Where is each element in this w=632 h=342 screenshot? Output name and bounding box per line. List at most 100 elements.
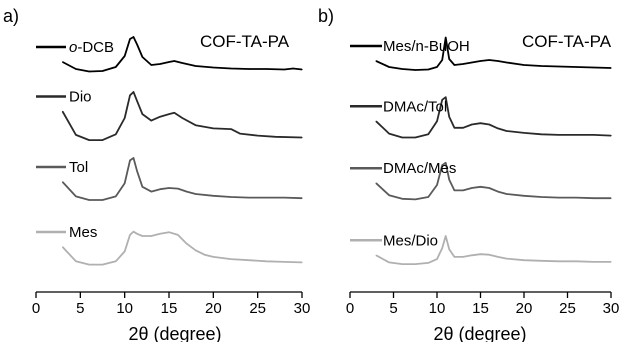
- data-point: [388, 133, 390, 135]
- data-point: [181, 117, 183, 119]
- data-point: [132, 231, 135, 233]
- data-point: [523, 132, 525, 134]
- data-point: [283, 261, 285, 263]
- x-tick-label-3: 15: [472, 300, 489, 317]
- data-point: [173, 60, 175, 62]
- data-point: [523, 64, 525, 66]
- data-point: [523, 259, 525, 261]
- data-point: [141, 56, 143, 58]
- x-tick-label-2: 10: [116, 300, 133, 317]
- data-point: [506, 61, 508, 64]
- data-point: [388, 261, 390, 263]
- data-point: [274, 136, 276, 138]
- data-point: [506, 258, 508, 260]
- data-point: [593, 66, 595, 69]
- legend-label-2: Tol: [69, 159, 88, 176]
- data-point: [62, 110, 64, 113]
- data-point: [257, 135, 259, 137]
- data-point: [168, 187, 170, 189]
- data-point: [62, 61, 64, 63]
- data-point: [239, 133, 241, 135]
- data-point: [593, 134, 595, 136]
- data-point: [445, 235, 447, 237]
- data-point: [488, 254, 490, 256]
- x-tick-label-3: 15: [161, 300, 178, 317]
- series-line-b-0: [375, 36, 612, 71]
- data-point: [195, 124, 197, 126]
- data-point: [88, 70, 90, 73]
- data-point: [177, 188, 179, 190]
- data-point: [88, 139, 90, 141]
- data-point: [497, 60, 499, 62]
- data-point: [593, 261, 595, 263]
- data-point: [436, 120, 438, 122]
- data-point: [301, 136, 303, 139]
- data-point: [168, 61, 170, 63]
- x-tick-label-0: 0: [346, 300, 354, 317]
- data-point: [448, 58, 450, 60]
- data-point: [540, 133, 543, 135]
- data-point: [195, 193, 197, 195]
- data-point: [441, 59, 443, 61]
- data-point: [124, 55, 126, 57]
- data-point: [212, 127, 214, 129]
- data-point: [168, 113, 170, 115]
- data-point: [115, 66, 117, 68]
- panel-b-title: COF-TA-PA: [522, 32, 612, 51]
- data-point: [115, 260, 117, 262]
- data-point: [230, 67, 232, 70]
- data-point: [129, 234, 131, 236]
- data-point: [375, 182, 377, 184]
- data-point: [124, 182, 126, 184]
- data-point: [414, 69, 416, 71]
- data-point: [540, 65, 543, 67]
- data-point: [506, 130, 508, 132]
- data-point: [248, 197, 250, 199]
- data-point: [471, 254, 473, 256]
- data-point: [427, 68, 429, 71]
- data-point: [101, 70, 104, 72]
- data-point: [88, 264, 90, 266]
- panel-a: a) COF-TA-PA 2θ (degree) 0 5 10 15 20 25 30 o-D…: [3, 6, 310, 342]
- data-point: [610, 67, 612, 69]
- data-point: [488, 123, 490, 126]
- data-point: [401, 198, 403, 200]
- x-tick-label-6: 30: [603, 300, 620, 317]
- x-tick-label-4: 20: [516, 300, 533, 317]
- data-point: [488, 187, 490, 189]
- data-point: [248, 68, 250, 70]
- data-point: [610, 197, 612, 199]
- data-point: [212, 256, 214, 258]
- legend-label-3: Mes: [69, 224, 97, 241]
- data-point: [401, 263, 403, 265]
- data-point: [159, 63, 161, 65]
- data-point: [427, 133, 429, 135]
- data-point: [375, 254, 377, 256]
- data-point: [150, 235, 152, 237]
- data-point: [203, 254, 206, 256]
- data-point: [101, 139, 104, 141]
- series-line-b-3: [375, 235, 611, 266]
- data-point: [124, 117, 126, 119]
- data-point: [462, 189, 464, 191]
- data-point: [593, 197, 595, 199]
- data-point: [414, 263, 416, 265]
- data-point: [265, 197, 268, 199]
- data-point: [150, 191, 152, 193]
- data-point: [445, 36, 447, 39]
- series-line-b-2: [375, 161, 611, 201]
- data-point: [610, 261, 612, 263]
- data-point: [195, 249, 197, 251]
- data-point: [248, 259, 250, 261]
- data-point: [462, 63, 464, 65]
- data-point: [471, 61, 473, 64]
- data-point: [375, 60, 377, 62]
- data-point: [558, 134, 560, 136]
- legend-label-0: Mes/n-BuOH: [383, 38, 470, 55]
- data-point: [150, 64, 152, 66]
- data-point: [141, 186, 143, 188]
- data-point: [159, 116, 161, 118]
- data-point: [401, 68, 403, 70]
- data-point: [471, 187, 473, 189]
- data-point: [479, 186, 482, 188]
